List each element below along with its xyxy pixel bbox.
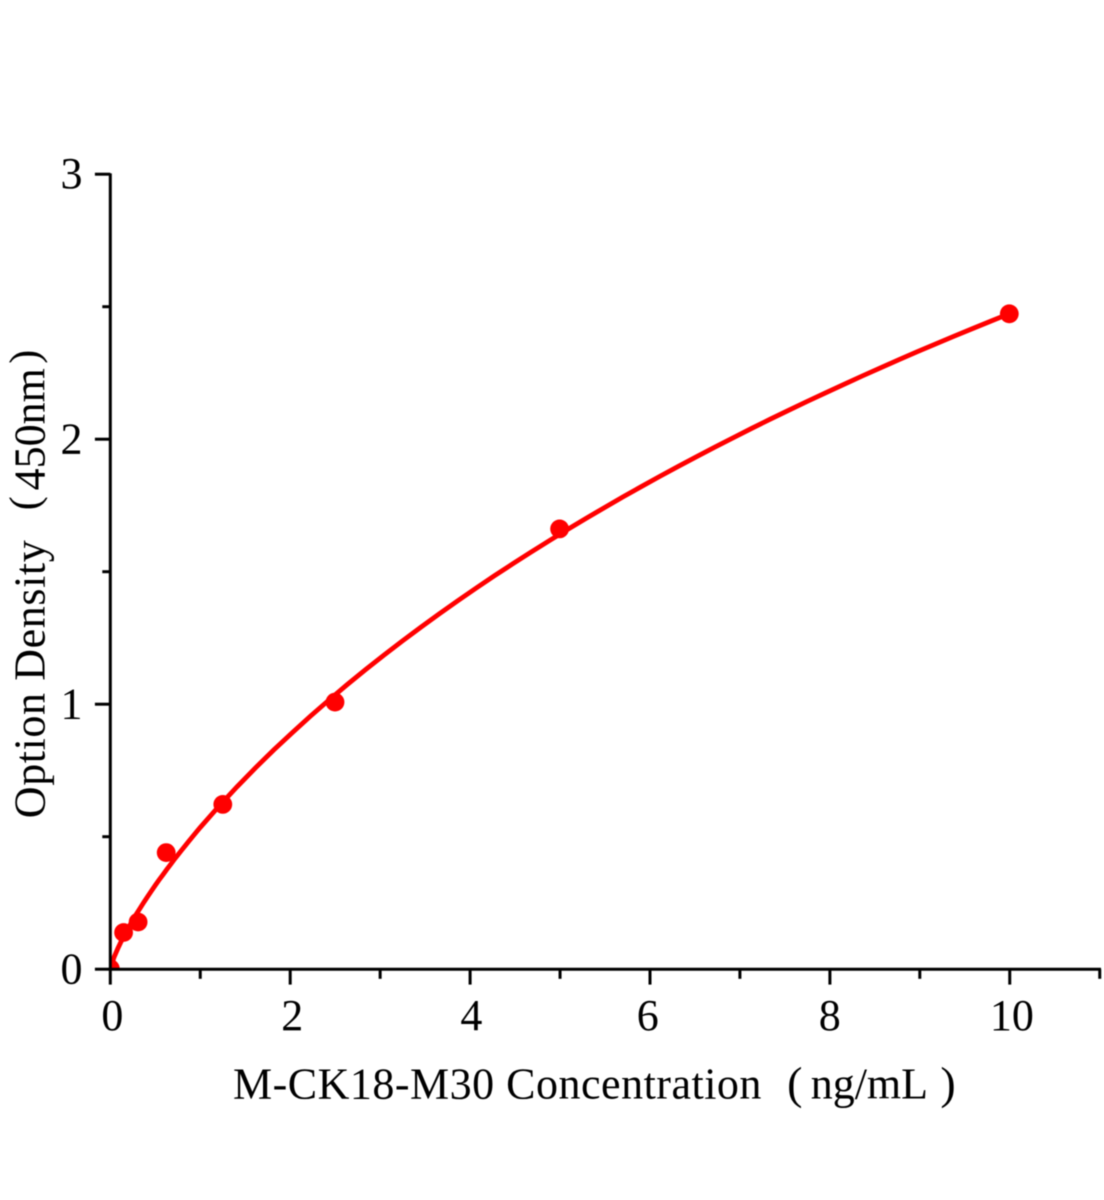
svg-text:1: 1 [61, 679, 83, 728]
svg-text:(: ( [3, 496, 49, 510]
svg-text:4: 4 [460, 991, 482, 1040]
svg-text:0: 0 [61, 944, 83, 993]
svg-text:2: 2 [281, 991, 303, 1040]
svg-text:M-CK18-M30 Concentration: M-CK18-M30 Concentration [233, 1060, 762, 1109]
svg-text:8: 8 [819, 991, 841, 1040]
svg-text:Option Density: Option Density [6, 540, 55, 819]
svg-text:): ) [3, 350, 49, 364]
svg-text:0: 0 [101, 991, 123, 1040]
svg-text:(: ( [787, 1058, 802, 1109]
svg-text:3: 3 [61, 149, 83, 198]
svg-text:6: 6 [637, 991, 659, 1040]
svg-text:): ) [940, 1058, 955, 1109]
svg-text:ng/mL: ng/mL [811, 1060, 928, 1109]
svg-text:2: 2 [61, 415, 83, 464]
svg-text:450nm: 450nm [6, 368, 55, 490]
svg-text:10: 10 [990, 991, 1034, 1040]
